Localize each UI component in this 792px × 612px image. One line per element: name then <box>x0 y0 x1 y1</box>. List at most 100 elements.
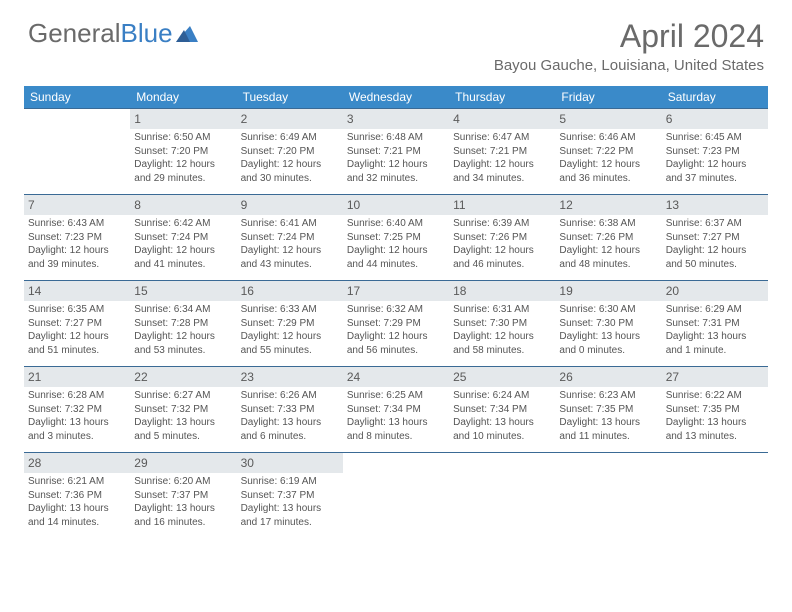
sunset-text: Sunset: 7:30 PM <box>453 317 551 331</box>
day-number: 10 <box>343 195 449 215</box>
daylight-text: and 58 minutes. <box>453 344 551 358</box>
daylight-text: Daylight: 12 hours <box>453 244 551 258</box>
daylight-text: Daylight: 12 hours <box>28 244 126 258</box>
calendar-day-cell: 29Sunrise: 6:20 AMSunset: 7:37 PMDayligh… <box>130 453 236 539</box>
sunrise-text: Sunrise: 6:35 AM <box>28 303 126 317</box>
day-number: 20 <box>662 281 768 301</box>
sunset-text: Sunset: 7:26 PM <box>559 231 657 245</box>
sunrise-text: Sunrise: 6:30 AM <box>559 303 657 317</box>
sunset-text: Sunset: 7:22 PM <box>559 145 657 159</box>
sunrise-text: Sunrise: 6:34 AM <box>134 303 232 317</box>
sunset-text: Sunset: 7:35 PM <box>559 403 657 417</box>
sunset-text: Sunset: 7:21 PM <box>453 145 551 159</box>
sunset-text: Sunset: 7:20 PM <box>241 145 339 159</box>
daylight-text: and 30 minutes. <box>241 172 339 186</box>
sunrise-text: Sunrise: 6:43 AM <box>28 217 126 231</box>
sunrise-text: Sunrise: 6:21 AM <box>28 475 126 489</box>
sunrise-text: Sunrise: 6:45 AM <box>666 131 764 145</box>
weekday-header: Monday <box>130 86 236 109</box>
calendar-day-cell: 23Sunrise: 6:26 AMSunset: 7:33 PMDayligh… <box>237 367 343 453</box>
daylight-text: Daylight: 12 hours <box>666 158 764 172</box>
calendar-day-cell: 13Sunrise: 6:37 AMSunset: 7:27 PMDayligh… <box>662 195 768 281</box>
weekday-header: Saturday <box>662 86 768 109</box>
daylight-text: and 39 minutes. <box>28 258 126 272</box>
day-number: 27 <box>662 367 768 387</box>
daylight-text: Daylight: 12 hours <box>134 244 232 258</box>
daylight-text: and 34 minutes. <box>453 172 551 186</box>
sunrise-text: Sunrise: 6:38 AM <box>559 217 657 231</box>
sunset-text: Sunset: 7:27 PM <box>28 317 126 331</box>
daylight-text: Daylight: 12 hours <box>347 244 445 258</box>
daylight-text: Daylight: 12 hours <box>134 330 232 344</box>
calendar-day-cell: 27Sunrise: 6:22 AMSunset: 7:35 PMDayligh… <box>662 367 768 453</box>
daylight-text: Daylight: 12 hours <box>28 330 126 344</box>
calendar-day-cell <box>662 453 768 539</box>
daylight-text: and 5 minutes. <box>134 430 232 444</box>
daylight-text: and 37 minutes. <box>666 172 764 186</box>
calendar-day-cell: 12 Sunrise: 6:38 AMSunset: 7:26 PMDayligh… <box>555 195 661 281</box>
calendar-day-cell: 15Sunrise: 6:34 AMSunset: 7:28 PMDayligh… <box>130 281 236 367</box>
daylight-text: Daylight: 12 hours <box>559 244 657 258</box>
calendar-day-cell: 16Sunrise: 6:33 AMSunset: 7:29 PMDayligh… <box>237 281 343 367</box>
daylight-text: and 56 minutes. <box>347 344 445 358</box>
daylight-text: Daylight: 13 hours <box>28 416 126 430</box>
daylight-text: Daylight: 13 hours <box>666 330 764 344</box>
calendar-day-cell: 2Sunrise: 6:49 AMSunset: 7:20 PMDaylight… <box>237 109 343 195</box>
daylight-text: Daylight: 13 hours <box>134 416 232 430</box>
sunrise-text: Sunrise: 6:49 AM <box>241 131 339 145</box>
daylight-text: Daylight: 13 hours <box>453 416 551 430</box>
sunset-text: Sunset: 7:32 PM <box>28 403 126 417</box>
logo-text-part2: Blue <box>121 18 173 49</box>
daylight-text: Daylight: 12 hours <box>453 330 551 344</box>
day-number: 7 <box>24 195 130 215</box>
daylight-text: and 53 minutes. <box>134 344 232 358</box>
calendar-day-cell: 21Sunrise: 6:28 AMSunset: 7:32 PMDayligh… <box>24 367 130 453</box>
calendar-week-row: 7Sunrise: 6:43 AMSunset: 7:23 PMDaylight… <box>24 195 768 281</box>
sunrise-text: Sunrise: 6:26 AM <box>241 389 339 403</box>
sunrise-text: Sunrise: 6:19 AM <box>241 475 339 489</box>
weekday-header-row: Sunday Monday Tuesday Wednesday Thursday… <box>24 86 768 109</box>
calendar-day-cell: 4Sunrise: 6:47 AMSunset: 7:21 PMDaylight… <box>449 109 555 195</box>
calendar-day-cell: 19Sunrise: 6:30 AMSunset: 7:30 PMDayligh… <box>555 281 661 367</box>
sunset-text: Sunset: 7:37 PM <box>241 489 339 503</box>
daylight-text: Daylight: 13 hours <box>666 416 764 430</box>
daylight-text: Daylight: 12 hours <box>241 244 339 258</box>
daylight-text: Daylight: 13 hours <box>134 502 232 516</box>
sunrise-text: Sunrise: 6:39 AM <box>453 217 551 231</box>
sunrise-text: Sunrise: 6:29 AM <box>666 303 764 317</box>
calendar-day-cell: 25Sunrise: 6:24 AMSunset: 7:34 PMDayligh… <box>449 367 555 453</box>
sunrise-text: Sunrise: 6:31 AM <box>453 303 551 317</box>
daylight-text: and 16 minutes. <box>134 516 232 530</box>
daylight-text: and 11 minutes. <box>559 430 657 444</box>
calendar-day-cell <box>343 453 449 539</box>
day-number: 17 <box>343 281 449 301</box>
daylight-text: and 8 minutes. <box>347 430 445 444</box>
calendar-day-cell: 24Sunrise: 6:25 AMSunset: 7:34 PMDayligh… <box>343 367 449 453</box>
day-number: 24 <box>343 367 449 387</box>
day-number: 16 <box>237 281 343 301</box>
calendar-day-cell: 17Sunrise: 6:32 AMSunset: 7:29 PMDayligh… <box>343 281 449 367</box>
sunrise-text: Sunrise: 6:46 AM <box>559 131 657 145</box>
day-number: 1 <box>130 109 236 129</box>
day-number: 12 <box>555 195 661 215</box>
sunset-text: Sunset: 7:29 PM <box>347 317 445 331</box>
sunset-text: Sunset: 7:29 PM <box>241 317 339 331</box>
weekday-header: Wednesday <box>343 86 449 109</box>
daylight-text: and 3 minutes. <box>28 430 126 444</box>
sunrise-text: Sunrise: 6:41 AM <box>241 217 339 231</box>
location-subtitle: Bayou Gauche, Louisiana, United States <box>494 57 764 74</box>
sunrise-text: Sunrise: 6:40 AM <box>347 217 445 231</box>
calendar-week-row: 28Sunrise: 6:21 AMSunset: 7:36 PMDayligh… <box>24 453 768 539</box>
sunrise-text: Sunrise: 6:47 AM <box>453 131 551 145</box>
calendar-day-cell <box>555 453 661 539</box>
sunset-text: Sunset: 7:26 PM <box>453 231 551 245</box>
daylight-text: Daylight: 13 hours <box>241 416 339 430</box>
day-number: 29 <box>130 453 236 473</box>
title-block: April 2024 Bayou Gauche, Louisiana, Unit… <box>494 18 764 74</box>
sunset-text: Sunset: 7:23 PM <box>666 145 764 159</box>
sunrise-text: Sunrise: 6:50 AM <box>134 131 232 145</box>
day-number: 14 <box>24 281 130 301</box>
calendar-week-row: 1 Sunrise: 6:50 AM Sunset: 7:20 PM Daylight… <box>24 109 768 195</box>
calendar-day-cell: 22Sunrise: 6:27 AMSunset: 7:32 PMDayligh… <box>130 367 236 453</box>
sunrise-text: Sunrise: 6:22 AM <box>666 389 764 403</box>
